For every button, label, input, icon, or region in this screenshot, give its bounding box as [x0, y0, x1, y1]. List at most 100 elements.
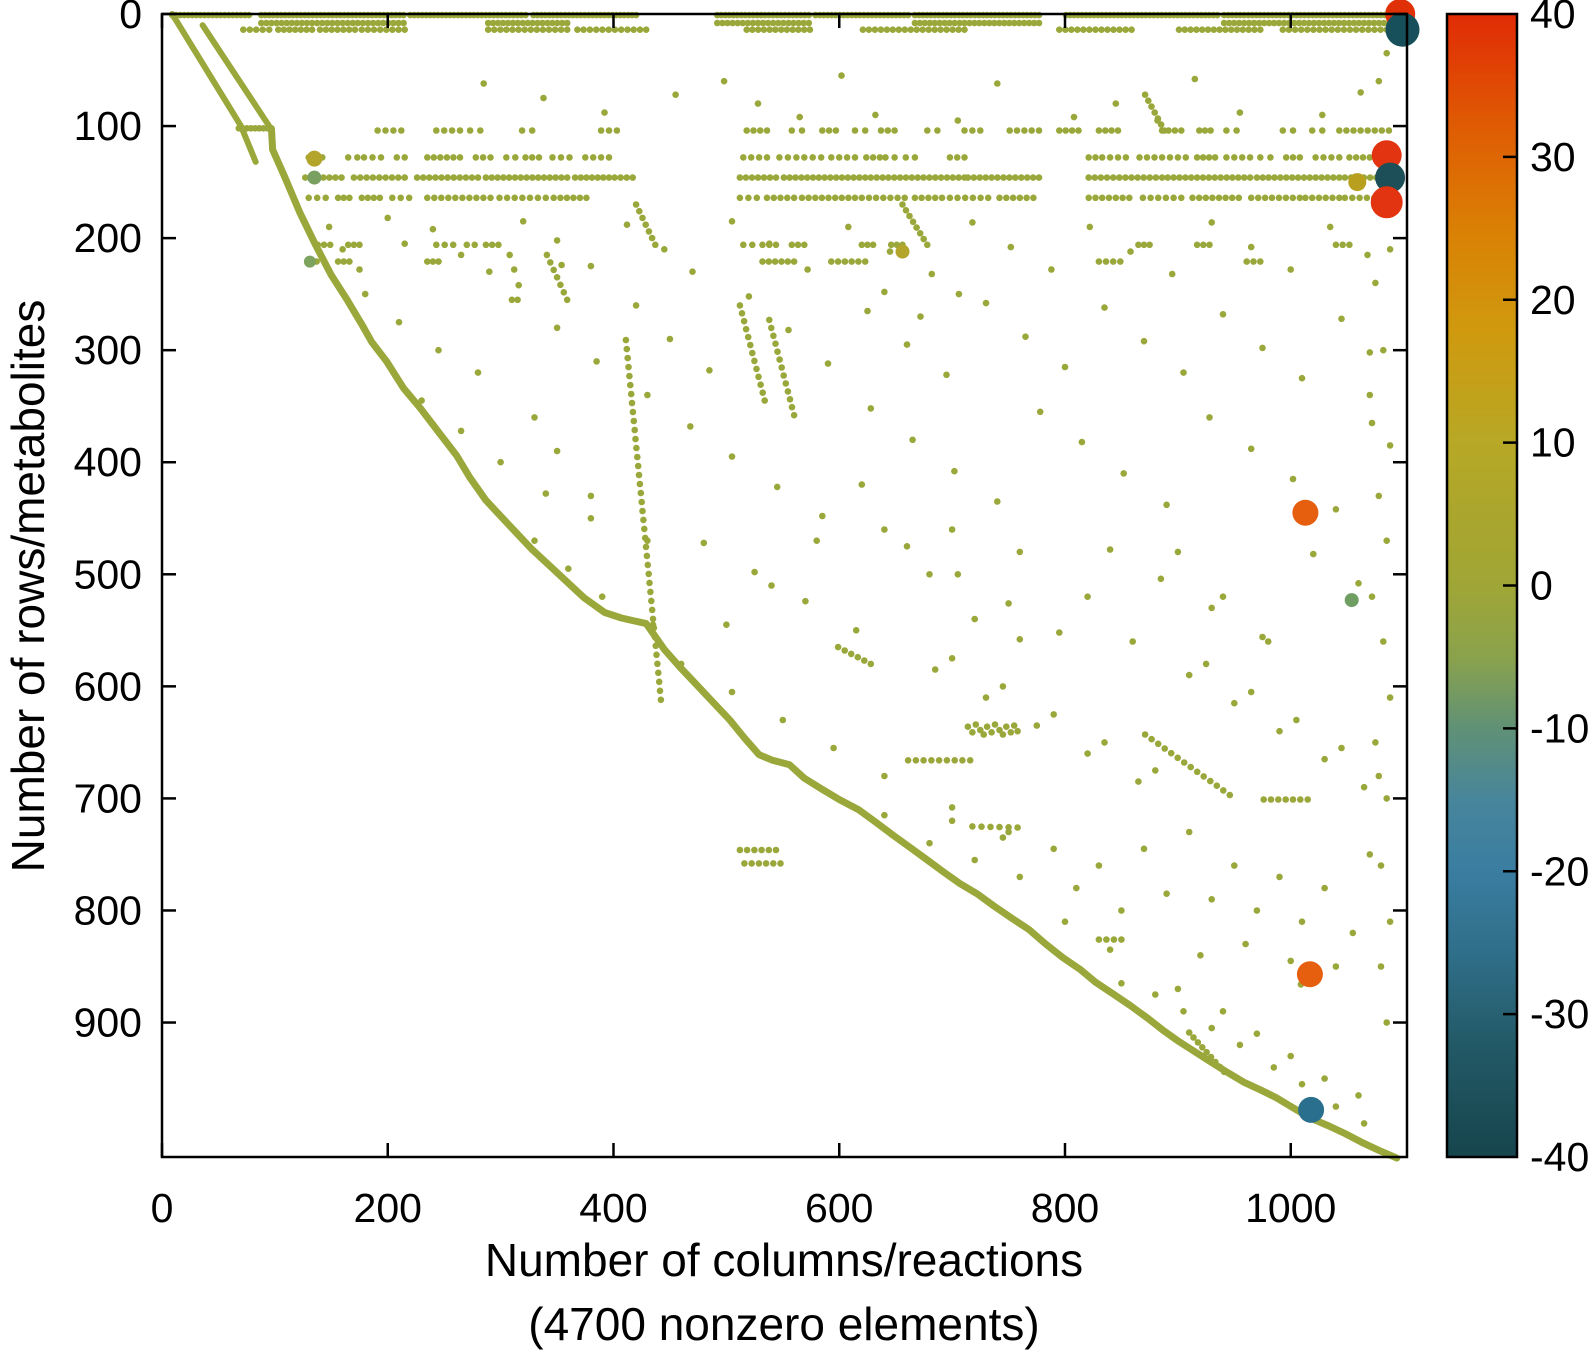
outlier-dot: [1371, 140, 1402, 171]
matrix-dot: [1112, 194, 1120, 202]
matrix-dot: [1208, 219, 1215, 226]
matrix-dot: [776, 356, 783, 363]
matrix-dot: [768, 582, 775, 589]
matrix-dot: [728, 218, 736, 225]
matrix-dot: [955, 26, 962, 33]
matrix-dot: [1143, 154, 1151, 161]
matrix-dot: [719, 19, 726, 27]
matrix-dot: [546, 174, 554, 181]
matrix-dot: [796, 113, 803, 121]
matrix-dot: [1120, 470, 1127, 477]
matrix-dot: [1012, 174, 1019, 181]
matrix-dot: [1332, 506, 1340, 513]
matrix-dot: [1185, 671, 1193, 679]
matrix-dot: [1227, 26, 1235, 33]
matrix-dot: [864, 307, 871, 315]
matrix-dot: [1321, 755, 1328, 763]
matrix-dot: [623, 174, 630, 181]
matrix-dot: [964, 174, 972, 181]
matrix-dot: [1264, 638, 1272, 645]
matrix-dot: [1297, 796, 1304, 803]
matrix-dot: [515, 26, 522, 33]
matrix-dot: [563, 194, 571, 202]
matrix-dot: [949, 174, 957, 181]
x-tick-label: 0: [151, 1185, 174, 1231]
matrix-dot: [374, 127, 381, 134]
matrix-dot: [1247, 445, 1255, 453]
matrix-dot: [747, 341, 754, 349]
matrix-dot: [1006, 127, 1013, 134]
matrix-dot: [909, 436, 916, 444]
matrix-dot: [448, 127, 456, 134]
matrix-dot: [1086, 26, 1093, 33]
matrix-dot: [1380, 19, 1388, 27]
matrix-dot: [395, 19, 402, 27]
matrix-dot: [825, 127, 833, 134]
matrix-dot: [1030, 194, 1037, 202]
matrix-dot: [1235, 174, 1242, 181]
matrix-dot: [1162, 194, 1170, 202]
matrix-dot: [777, 860, 784, 867]
matrix-dot: [1122, 26, 1129, 33]
matrix-dot: [948, 804, 956, 811]
matrix-dot: [339, 246, 346, 253]
matrix-dot: [858, 481, 866, 488]
matrix-dot: [1386, 442, 1394, 449]
matrix-dot: [916, 230, 924, 237]
matrix-dot: [1110, 936, 1118, 943]
matrix-dot: [1158, 174, 1166, 181]
y-tick-label: 200: [74, 215, 142, 261]
matrix-dot: [1023, 194, 1030, 202]
matrix-dot: [838, 194, 846, 202]
matrix-dot: [354, 19, 362, 27]
matrix-dot: [804, 266, 811, 273]
matrix-dot: [576, 194, 584, 202]
matrix-dot: [480, 194, 487, 202]
outlier-dot: [1375, 162, 1406, 193]
matrix-dot: [1326, 223, 1334, 231]
matrix-dot: [1251, 26, 1258, 33]
colorbar-tick-label: -10: [1530, 705, 1589, 751]
matrix-dot: [714, 19, 721, 27]
matrix-dot: [920, 174, 927, 181]
matrix-dot: [865, 194, 873, 202]
matrix-dot: [339, 19, 346, 27]
matrix-dot: [1161, 745, 1168, 752]
matrix-dot: [763, 154, 771, 161]
matrix-dot: [1366, 349, 1374, 356]
matrix-dot: [521, 26, 528, 33]
matrix-dot: [1021, 127, 1028, 134]
matrix-dot: [770, 332, 777, 340]
matrix-dot: [642, 221, 649, 228]
matrix-dot: [456, 174, 464, 181]
matrix-dot: [902, 207, 910, 214]
matrix-dot: [884, 127, 892, 134]
matrix-dot: [1180, 369, 1187, 376]
matrix-dot: [1185, 1029, 1193, 1036]
matrix-dot: [1243, 258, 1250, 265]
matrix-dot: [759, 389, 766, 397]
matrix-dot: [1341, 174, 1349, 181]
matrix-dot: [1128, 26, 1135, 33]
matrix-dot: [1375, 492, 1383, 500]
matrix-dot: [1171, 127, 1179, 134]
colorbar-tick-label: 40: [1530, 0, 1576, 37]
matrix-dot: [1092, 26, 1099, 33]
matrix-dot: [844, 174, 852, 181]
matrix-dot: [390, 127, 397, 134]
outlier-dot: [1296, 961, 1323, 988]
matrix-dot: [1205, 174, 1213, 181]
matrix-dot: [1368, 593, 1376, 600]
matrix-dot: [943, 174, 951, 181]
matrix-dot: [577, 174, 585, 181]
matrix-dot: [969, 729, 976, 736]
matrix-dot: [819, 127, 826, 134]
matrix-dot: [1161, 127, 1168, 134]
matrix-dot: [749, 26, 756, 33]
matrix-dot: [654, 660, 661, 668]
matrix-dot: [1298, 374, 1306, 382]
matrix-dot: [913, 224, 920, 231]
matrix-dot: [636, 207, 643, 215]
matrix-dot: [1383, 1019, 1390, 1026]
matrix-dot: [1306, 174, 1314, 181]
